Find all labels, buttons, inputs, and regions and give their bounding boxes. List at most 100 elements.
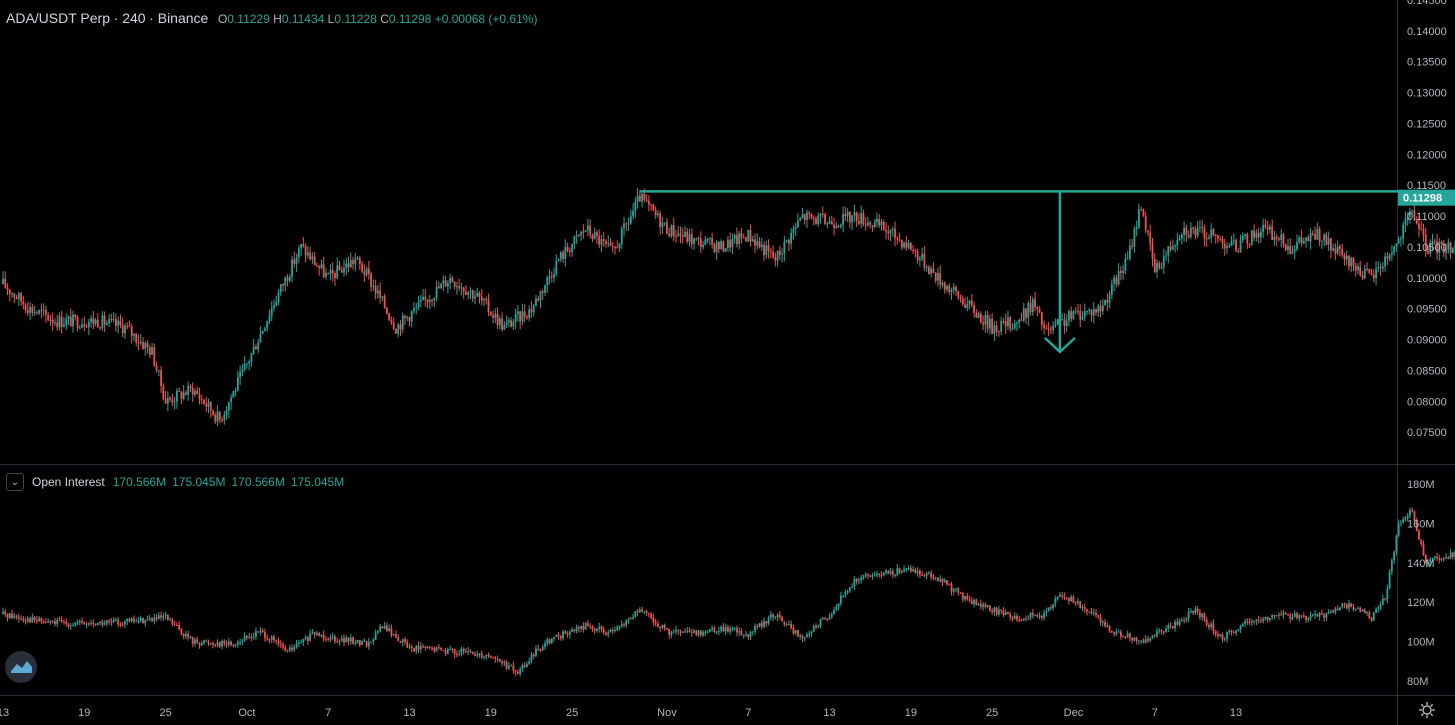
oi-candle[interactable] (103, 623, 106, 625)
oi-candle[interactable] (90, 622, 92, 624)
oi-candle[interactable] (742, 634, 745, 636)
price-candle[interactable] (1406, 216, 1409, 220)
price-candle[interactable] (1077, 311, 1079, 313)
price-candle[interactable] (338, 265, 341, 270)
oi-candle[interactable] (801, 635, 804, 639)
price-candle[interactable] (896, 238, 899, 240)
price-candle[interactable] (433, 297, 436, 301)
price-candle[interactable] (410, 311, 413, 322)
price-candle[interactable] (738, 233, 741, 245)
price-candle[interactable] (950, 289, 953, 293)
oi-candle[interactable] (968, 599, 971, 601)
price-candle[interactable] (185, 392, 187, 395)
oi-candle[interactable] (442, 650, 445, 652)
price-candle[interactable] (535, 298, 537, 306)
oi-candle[interactable] (1095, 612, 1097, 615)
price-candle[interactable] (395, 329, 397, 334)
oi-candle[interactable] (546, 639, 549, 644)
price-candle[interactable] (273, 305, 275, 309)
price-candle[interactable] (415, 307, 418, 309)
oi-candle[interactable] (1054, 598, 1057, 604)
oi-candle[interactable] (921, 574, 924, 576)
price-candle[interactable] (1237, 251, 1240, 253)
price-candle[interactable] (424, 296, 427, 300)
oi-candle[interactable] (320, 634, 323, 637)
oi-candle[interactable] (1316, 613, 1319, 617)
oi-candle[interactable] (11, 613, 13, 619)
oi-candle[interactable] (688, 630, 691, 632)
oi-candle[interactable] (261, 630, 264, 633)
oi-candle[interactable] (444, 650, 447, 654)
price-candle[interactable] (928, 267, 930, 274)
oi-candle[interactable] (1199, 612, 1201, 618)
price-candle[interactable] (1013, 323, 1016, 329)
oi-candle[interactable] (496, 658, 499, 660)
oi-candle[interactable] (548, 639, 551, 644)
price-candle[interactable] (157, 370, 160, 372)
oi-candle[interactable] (1165, 628, 1167, 632)
price-candle[interactable] (1144, 216, 1147, 231)
price-candle[interactable] (638, 195, 641, 202)
price-candle[interactable] (442, 280, 445, 284)
oi-candle[interactable] (498, 658, 501, 662)
price-candle[interactable] (1235, 240, 1237, 252)
oi-candle[interactable] (474, 653, 476, 656)
oi-candle[interactable] (200, 643, 203, 646)
oi-candle[interactable] (733, 628, 736, 630)
oi-candle[interactable] (591, 626, 594, 630)
oi-candle[interactable] (1007, 612, 1009, 615)
price-candle[interactable] (105, 323, 108, 325)
oi-candle[interactable] (722, 626, 725, 632)
oi-candle[interactable] (288, 647, 291, 651)
price-candle[interactable] (56, 322, 59, 328)
oi-candle[interactable] (864, 574, 867, 577)
oi-candle[interactable] (304, 637, 307, 640)
price-candle[interactable] (1309, 233, 1312, 242)
price-candle[interactable] (1079, 311, 1082, 320)
oi-candle[interactable] (365, 640, 368, 647)
oi-candle[interactable] (1244, 621, 1246, 624)
oi-candle[interactable] (282, 644, 284, 648)
oi-candle[interactable] (900, 571, 903, 573)
time-tick-label[interactable]: 13 (403, 707, 415, 719)
price-candle[interactable] (451, 277, 454, 283)
oi-candle[interactable] (135, 621, 138, 623)
price-candle[interactable] (1065, 320, 1068, 326)
oi-candle[interactable] (74, 622, 77, 626)
price-candle[interactable] (85, 326, 88, 328)
price-candle[interactable] (255, 346, 257, 350)
price-candle[interactable] (54, 322, 56, 324)
price-candle[interactable] (1110, 283, 1113, 295)
oi-candle[interactable] (819, 619, 822, 627)
price-candle[interactable] (1223, 243, 1226, 249)
oi-candle[interactable] (860, 577, 863, 581)
price-candle[interactable] (148, 347, 151, 355)
oi-candle[interactable] (1357, 607, 1359, 609)
oi-candle[interactable] (532, 654, 535, 657)
oi-candle[interactable] (1400, 522, 1402, 524)
price-candle[interactable] (151, 347, 153, 355)
price-candle[interactable] (259, 333, 262, 343)
price-candle[interactable] (582, 231, 585, 233)
oi-candle[interactable] (643, 611, 646, 613)
price-candle[interactable] (616, 247, 619, 249)
oi-candle[interactable] (799, 635, 802, 637)
price-candle[interactable] (577, 234, 580, 236)
oi-candle[interactable] (878, 573, 881, 575)
price-candle[interactable] (1429, 243, 1432, 254)
indicator-name[interactable]: Open Interest (32, 475, 105, 489)
oi-candle[interactable] (1257, 619, 1260, 621)
price-candle[interactable] (724, 248, 727, 252)
price-candle[interactable] (1022, 308, 1025, 321)
price-candle[interactable] (1442, 243, 1445, 253)
oi-candle[interactable] (1038, 615, 1041, 617)
price-candle[interactable] (1187, 234, 1190, 237)
price-candle[interactable] (399, 324, 402, 330)
price-candle[interactable] (1088, 309, 1091, 311)
oi-candle[interactable] (833, 609, 835, 615)
price-candle[interactable] (1176, 239, 1179, 246)
oi-candle[interactable] (851, 586, 854, 588)
price-candle[interactable] (291, 259, 293, 277)
price-candle[interactable] (74, 314, 77, 318)
price-candle[interactable] (311, 256, 314, 260)
